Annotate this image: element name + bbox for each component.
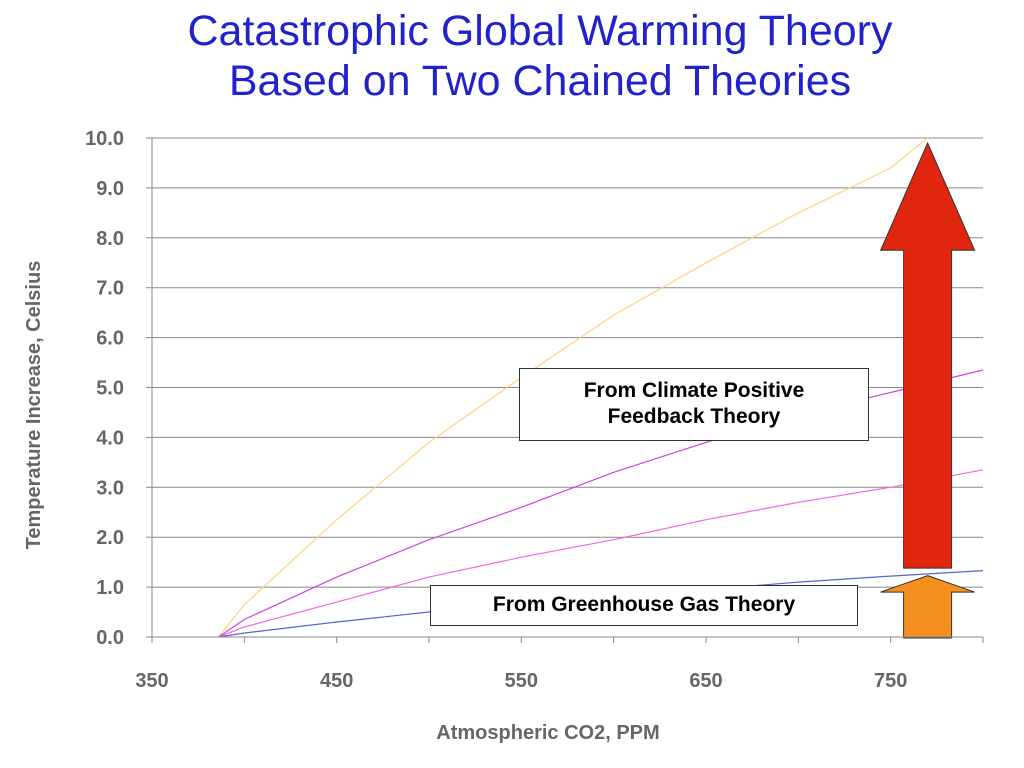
y-tick-label: 2.0 bbox=[96, 527, 124, 549]
grid-lines bbox=[152, 137, 983, 638]
y-tick-label: 1.0 bbox=[96, 577, 124, 599]
y-tick-label: 3.0 bbox=[96, 477, 124, 499]
y-tick-label: 4.0 bbox=[96, 427, 124, 449]
y-tick-label: 5.0 bbox=[96, 378, 124, 400]
series-line-1 bbox=[218, 137, 928, 638]
greenhouse-arrow bbox=[880, 575, 975, 639]
y-tick-label: 6.0 bbox=[96, 328, 124, 350]
x-tick-label: 650 bbox=[689, 670, 722, 692]
greenhouse-callout: From Greenhouse Gas Theory bbox=[430, 585, 858, 626]
x-tick-label: 750 bbox=[874, 670, 907, 692]
y-tick-label: 7.0 bbox=[96, 278, 124, 300]
y-tick-label: 0.0 bbox=[96, 627, 124, 649]
callout-line-2: Feedback Theory bbox=[607, 405, 781, 428]
title-line-2: Based on Two Chained Theories bbox=[228, 57, 852, 105]
y-axis-title: Temperature Increase, Celsius bbox=[23, 261, 45, 550]
positive-feedback-arrow bbox=[879, 141, 976, 569]
positive-feedback-callout: From Climate Positive Feedback Theory bbox=[519, 368, 869, 441]
series-line-3 bbox=[218, 469, 984, 638]
x-tick-label: 450 bbox=[320, 670, 353, 692]
arrows bbox=[879, 141, 976, 639]
y-tick-label: 9.0 bbox=[96, 178, 124, 200]
y-tick-label: 8.0 bbox=[96, 228, 124, 250]
x-axis-title: Atmospheric CO2, PPM bbox=[436, 722, 659, 744]
callout-line-1: From Climate Positive bbox=[583, 379, 805, 402]
title-line-1: Catastrophic Global Warming Theory bbox=[187, 7, 893, 55]
axes: 0.0 1.0 2.0 3.0 4.0 5.0 6.0 7.0 8.0 9.0 10.0 350 450… bbox=[85, 128, 984, 692]
y-tick-label: 10.0 bbox=[85, 128, 124, 150]
chart-title: Catastrophic Global Warming Theory Based… bbox=[0, 6, 1024, 106]
x-tick-label: 350 bbox=[135, 670, 168, 692]
greenhouse-label: From Greenhouse Gas Theory bbox=[492, 593, 796, 616]
x-tick-label: 550 bbox=[505, 670, 538, 692]
